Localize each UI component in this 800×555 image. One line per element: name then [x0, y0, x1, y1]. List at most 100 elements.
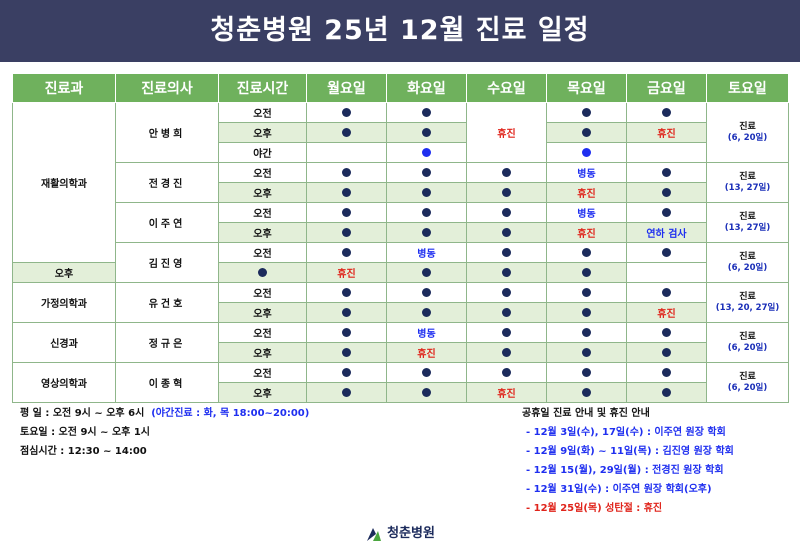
available-dot-icon	[422, 147, 431, 157]
time-cell: 오후	[218, 302, 307, 323]
footer-logo: 청춘병원	[0, 522, 800, 543]
available-dot-icon	[662, 107, 671, 117]
available-dot-icon	[342, 287, 351, 297]
schedule-cell	[546, 382, 627, 403]
available-dot-icon	[662, 327, 671, 337]
schedule-cell	[546, 102, 627, 123]
page-title: 청춘병원 25년 12월 진료 일정	[0, 0, 800, 62]
available-dot-icon	[422, 307, 431, 317]
schedule-cell	[386, 162, 467, 183]
saturday-dates: (6, 20일)	[727, 262, 768, 273]
saturday-label: 진료	[739, 251, 756, 262]
available-dot-icon	[582, 107, 591, 117]
col-header: 진료시간	[218, 73, 307, 103]
schedule-cell	[546, 342, 627, 363]
schedule-cell	[466, 282, 547, 303]
schedule-cell	[626, 282, 707, 303]
table-row: 이주연 오전 병동 진료 (13, 27일)	[13, 202, 789, 243]
schedule-cell	[306, 182, 387, 203]
saturday-label: 진료	[739, 211, 756, 222]
available-dot-icon	[502, 367, 511, 377]
saturday-cell: 진료 (6, 20일)	[706, 322, 789, 363]
saturday-cell: 진료 (6, 20일)	[706, 242, 789, 283]
doctor-cell: 전경진	[115, 162, 219, 203]
saturday-dates: (13, 27일)	[724, 222, 771, 233]
available-dot-icon	[582, 327, 591, 337]
available-dot-icon	[582, 387, 591, 397]
available-dot-icon	[662, 187, 671, 197]
saturday-label: 진료	[739, 171, 756, 182]
holiday-item: - 12월 31일(수) : 이주연 원장 학회(오후)	[526, 484, 712, 495]
available-dot-icon	[342, 307, 351, 317]
table-header-row: 진료과 진료의사 진료시간 월요일 화요일 수요일 목요일 금요일 토요일	[12, 73, 789, 103]
available-dot-icon	[258, 267, 267, 277]
table-row: 전경진 오전 병동 진료 (13, 27일)	[13, 162, 789, 203]
hospital-logo-icon	[367, 527, 382, 541]
schedule-cell	[386, 202, 467, 223]
schedule-cell: 병동	[546, 202, 627, 223]
schedule-cell: 병동	[386, 322, 467, 343]
available-dot-icon	[662, 347, 671, 357]
schedule-cell	[626, 362, 707, 383]
available-dot-icon	[502, 287, 511, 297]
time-cell: 오후	[12, 262, 116, 283]
available-dot-icon	[582, 347, 591, 357]
schedule-cell	[386, 222, 467, 243]
schedule-cell	[306, 382, 387, 403]
col-header: 토요일	[706, 73, 789, 103]
schedule-cell: 휴진	[466, 102, 547, 163]
saturday-dates: (6, 20일)	[727, 342, 768, 353]
schedule-cell	[306, 342, 387, 363]
table-row: 오후 휴진	[13, 342, 789, 363]
schedule-cell: 병동	[546, 162, 627, 183]
schedule-cell	[626, 342, 707, 363]
available-dot-icon	[582, 307, 591, 317]
schedule-cell	[466, 342, 547, 363]
time-cell: 오전	[218, 162, 307, 183]
table-row: 김진영 오전 병동 진료 (6, 20일)	[13, 242, 789, 283]
table-row: 오후 휴진	[13, 182, 789, 203]
schedule-cell	[386, 362, 467, 383]
time-cell: 오전	[218, 102, 307, 123]
doctor-cell: 이종혁	[115, 362, 219, 403]
available-dot-icon	[502, 267, 511, 277]
schedule-cell	[546, 362, 627, 383]
available-dot-icon	[342, 347, 351, 357]
schedule-cell: 휴진	[546, 222, 627, 243]
available-dot-icon	[582, 287, 591, 297]
available-dot-icon	[422, 207, 431, 217]
doctor-cell: 이주연	[115, 202, 219, 243]
schedule-cell	[218, 262, 307, 283]
holiday-item: - 12월 9일(화) ~ 11일(목) : 김진영 원장 학회	[526, 446, 734, 457]
night-hours: (야간진료 : 화, 목 18:00~20:00)	[151, 408, 310, 419]
schedule-cell	[386, 142, 467, 163]
available-dot-icon	[662, 367, 671, 377]
schedule-cell	[306, 242, 387, 263]
doctor-cell: 정규은	[115, 322, 219, 363]
time-cell: 오후	[218, 122, 307, 143]
available-dot-icon	[422, 227, 431, 237]
available-dot-icon	[422, 267, 431, 277]
available-dot-icon	[342, 187, 351, 197]
col-header: 금요일	[626, 73, 707, 103]
department-cell: 가정의학과	[12, 282, 116, 323]
available-dot-icon	[662, 167, 671, 177]
available-dot-icon	[342, 327, 351, 337]
available-dot-icon	[422, 187, 431, 197]
available-dot-icon	[422, 367, 431, 377]
schedule-cell	[386, 262, 467, 283]
available-dot-icon	[582, 147, 591, 157]
schedule-cell: 연하 검사	[626, 222, 707, 243]
schedule-cell	[386, 102, 467, 123]
time-cell: 오전	[218, 322, 307, 343]
available-dot-icon	[422, 107, 431, 117]
schedule-cell	[626, 382, 707, 403]
available-dot-icon	[502, 167, 511, 177]
time-cell: 오전	[218, 202, 307, 223]
available-dot-icon	[662, 387, 671, 397]
schedule-cell	[306, 362, 387, 383]
schedule-cell: 휴진	[306, 262, 387, 283]
schedule-cell	[546, 282, 627, 303]
available-dot-icon	[662, 287, 671, 297]
schedule-cell	[306, 142, 387, 163]
